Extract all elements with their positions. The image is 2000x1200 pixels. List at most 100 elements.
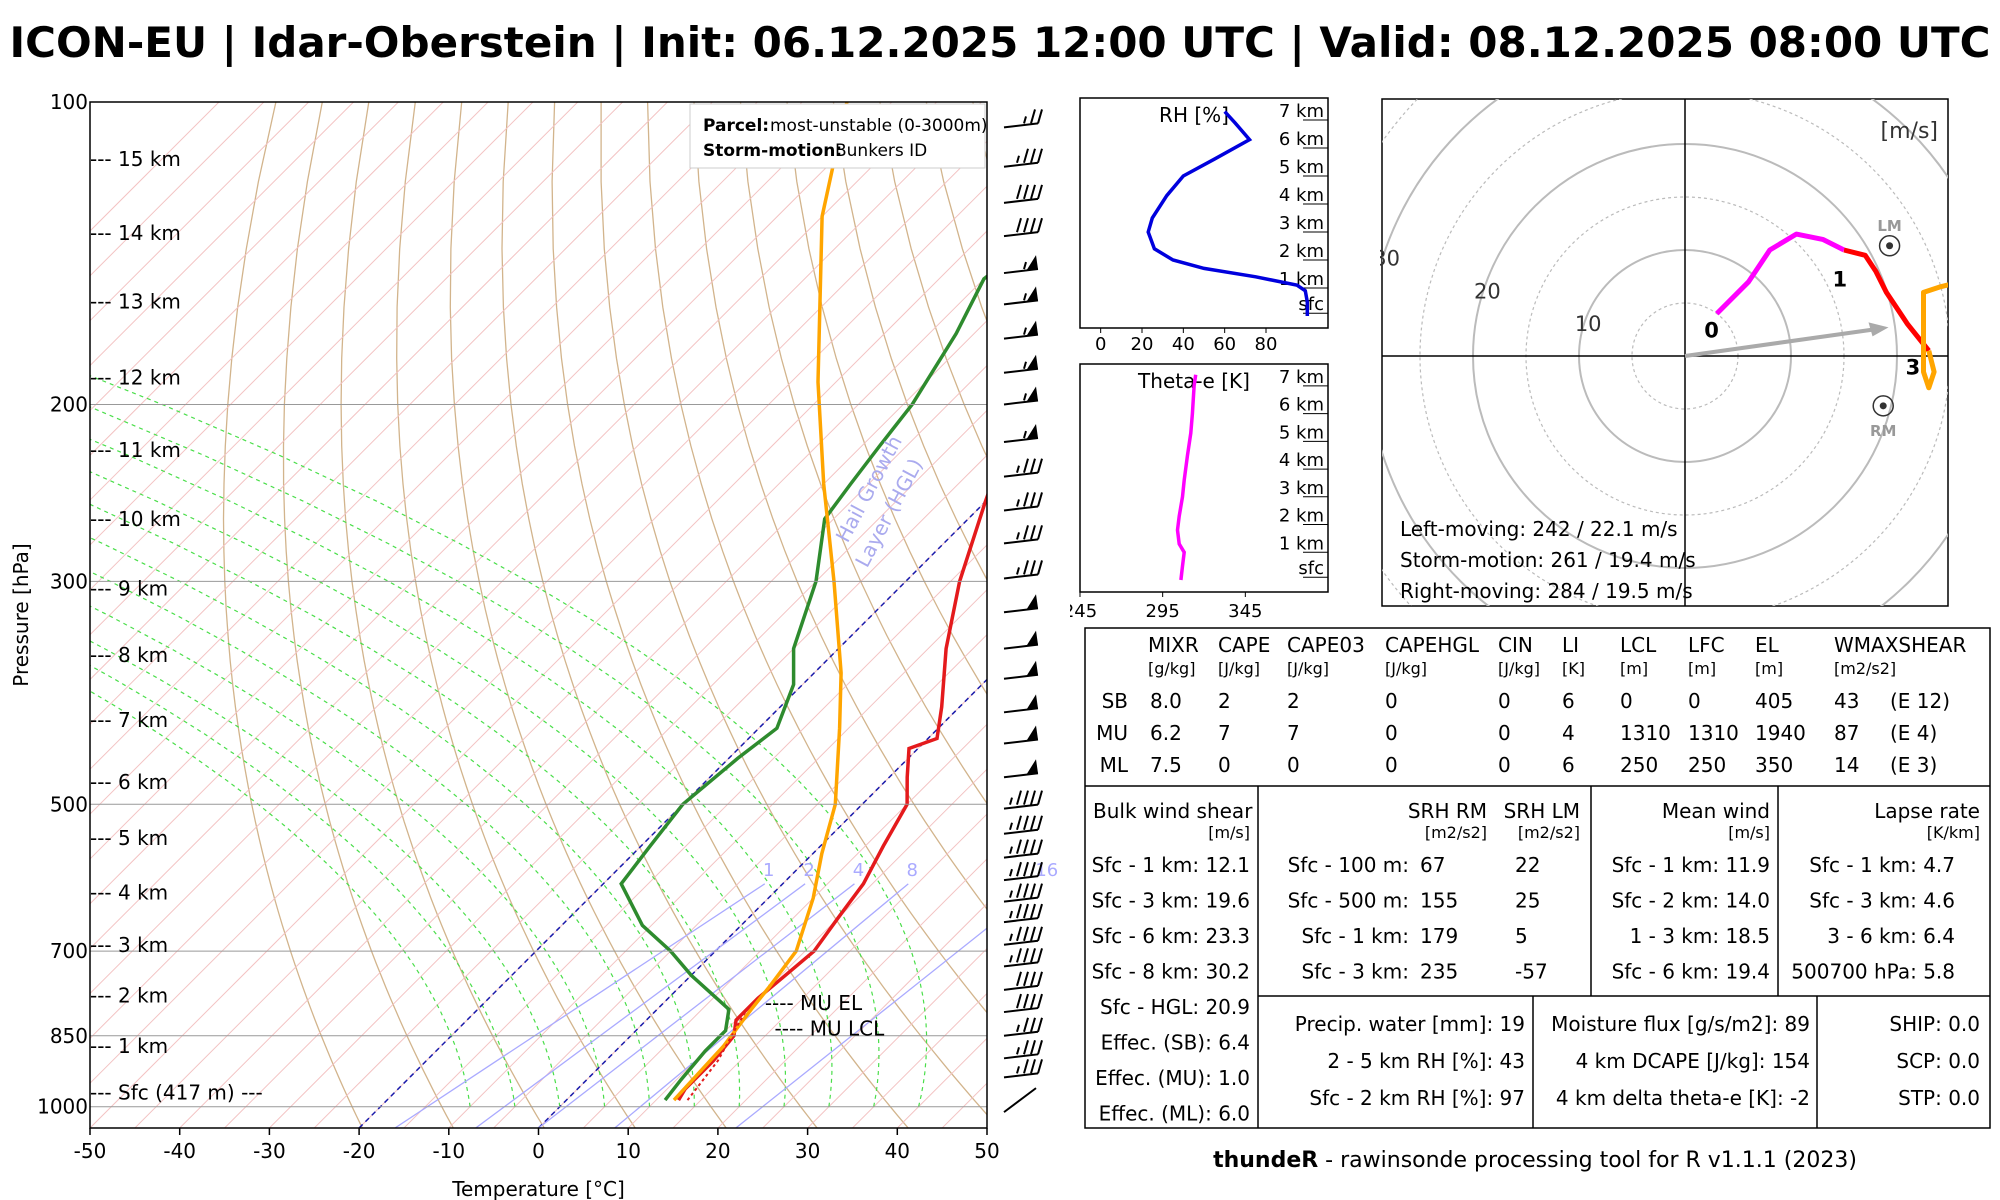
wind-barb-half-flag [1023, 393, 1027, 401]
isotherm-line [90, 102, 489, 501]
index-value: 0 [1385, 689, 1398, 713]
mixing-ratio-line [614, 883, 909, 1128]
wind-barb-half-flag [1023, 327, 1027, 335]
wind-barb-flag [1030, 492, 1036, 507]
index-value: 7 [1218, 721, 1231, 745]
storm-marker [1872, 395, 1894, 417]
wind-barb-staff [1003, 231, 1039, 238]
wind-barb [1003, 148, 1043, 168]
wind-barb-flag [1037, 1017, 1043, 1033]
wind-barb-flag [1030, 1059, 1036, 1074]
srh-rm-value: 235 [1420, 960, 1458, 984]
wind-barb-flag [1037, 993, 1043, 1009]
bulk-shear-title: Bulk wind shear [1093, 799, 1253, 823]
index-header: LI [1562, 633, 1579, 657]
wind-barb-flag [1030, 815, 1036, 831]
dry-adiabat [832, 102, 987, 582]
level-label: 1 km [1279, 533, 1324, 554]
wind-barb-staff [1003, 961, 1039, 968]
index-value: 250 [1688, 753, 1726, 777]
index-unit: [K] [1562, 659, 1585, 678]
wind-barb-flag [1023, 148, 1029, 164]
isotherm-line [90, 102, 893, 905]
x-tick-label: 80 [1255, 334, 1278, 350]
index-unit: [m2/s2] [1834, 659, 1896, 678]
wind-barb-flag [1030, 458, 1036, 473]
dry-adiabat [1019, 102, 1060, 1148]
index-value: 0 [1498, 753, 1511, 777]
dry-adiabat [282, 102, 455, 1128]
hodo-segment [1715, 231, 1846, 316]
wind-barb [1003, 320, 1039, 340]
level-label: 2 km [1279, 506, 1324, 527]
composite-index-row: SHIP: 0.0 [1889, 1012, 1980, 1036]
wind-barb-pennant [1026, 694, 1038, 711]
bulk-shear-row: Sfc - 8 km: 30.2 [1092, 960, 1250, 984]
wind-barb-flag [1030, 971, 1036, 987]
x-axis-label: Temperature [°C] [451, 1177, 625, 1200]
skewt-plot-area [90, 102, 1060, 1148]
dry-adiabat [396, 102, 637, 1128]
srh-row-label: Sfc - 500 m: [1288, 889, 1409, 913]
height-label: --- 11 km [90, 438, 181, 462]
wind-barb-flag [1030, 1017, 1036, 1033]
wind-barb-staff [1003, 1007, 1039, 1014]
x-tick-label: 0 [532, 1139, 545, 1163]
height-label: --- 3 km [90, 933, 168, 957]
isotherm-line [90, 140, 987, 1040]
storm-motion-text: Right-moving: 284 / 19.5 m/s [1400, 579, 1693, 603]
index-row-label: ML [1100, 753, 1129, 777]
wind-barb-flag [1030, 217, 1036, 233]
level-annotation: ---- MU EL [765, 991, 863, 1015]
wind-barb-staff [1003, 852, 1039, 859]
x-tick-label: 60 [1213, 334, 1236, 350]
srh-lm-value: 22 [1515, 853, 1540, 877]
storm-marker-label: RM [1870, 422, 1896, 440]
wind-barb-half-flag [1016, 532, 1020, 540]
index-header: CIN [1498, 633, 1533, 657]
index-unit: [g/kg] [1148, 659, 1195, 678]
index-header: CAPE [1218, 633, 1270, 657]
lapse-rate-row: Sfc - 3 km: 4.6 [1809, 889, 1955, 913]
index-unit: [m] [1620, 659, 1648, 678]
srh-row-label: Sfc - 1 km: [1301, 924, 1409, 948]
isotherm-line [90, 185, 987, 1084]
wind-barb [1003, 725, 1039, 745]
index-value: 250 [1620, 753, 1658, 777]
wind-barb [1003, 109, 1043, 129]
wind-barb [1003, 560, 1043, 580]
wind-barb-flag [1030, 926, 1036, 942]
wind-barb [1003, 217, 1043, 238]
hodo-area [1382, 99, 1948, 606]
x-tick-label: 50 [974, 1139, 999, 1163]
srh-lm-value: 25 [1515, 889, 1540, 913]
index-value: 0 [1498, 689, 1511, 713]
wind-barb-flag [1016, 184, 1022, 200]
wind-barb [1003, 861, 1043, 882]
dry-adiabat [551, 102, 909, 1128]
srh-rm-value: 67 [1420, 853, 1445, 877]
hodo-height-label: 6 [1949, 270, 1950, 294]
hodo-height-label: 3 [1906, 356, 1921, 380]
mean-wind-unit: [m/s] [1728, 823, 1770, 842]
mean-wind-row: 1 - 3 km: 18.5 [1630, 924, 1770, 948]
wind-barb-flag [1037, 1040, 1043, 1055]
isotherm-line [313, 454, 987, 1128]
storm-marker-dot [1886, 242, 1894, 250]
wind-barb-flag [1037, 217, 1043, 233]
lapse-rate-title: Lapse rate [1874, 799, 1980, 823]
wind-barb-flag [1016, 790, 1022, 805]
bulk-shear-row: Sfc - 6 km: 23.3 [1092, 924, 1250, 948]
wind-barb-half-flag [1023, 261, 1027, 270]
pressure-tick-label: 850 [50, 1024, 88, 1048]
wind-barb-flag [1037, 971, 1043, 987]
wind-barb [1003, 492, 1043, 512]
level-label: 2 km [1279, 241, 1324, 262]
wind-barb-flag [1037, 883, 1043, 898]
moist-adiabat [90, 375, 928, 1107]
height-label: --- 14 km [90, 221, 181, 245]
wind-barb [1003, 903, 1043, 924]
level-label: sfc [1298, 294, 1324, 315]
wind-barb-flag [1016, 861, 1022, 877]
wind-barb-half-flag [1016, 1047, 1020, 1055]
